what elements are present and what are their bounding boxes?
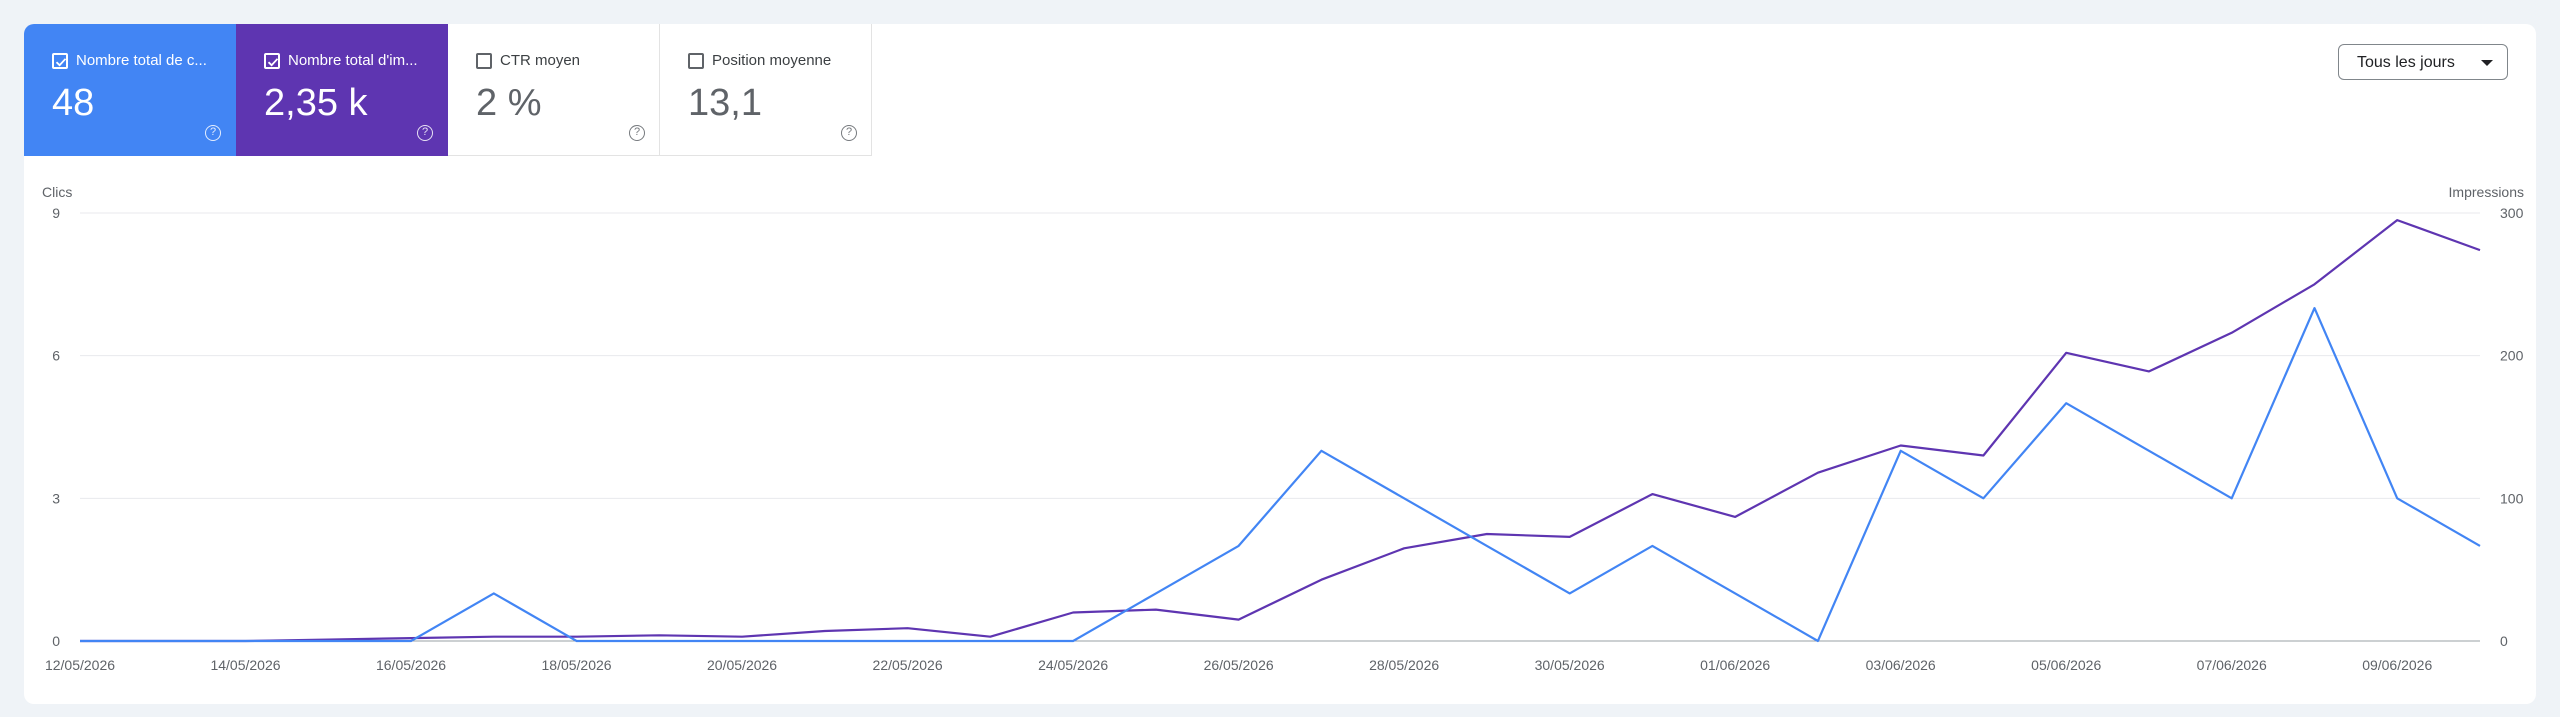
- help-icon[interactable]: ?: [629, 125, 645, 141]
- metric-value: 2,35 k: [264, 82, 368, 124]
- metric-total-impressions[interactable]: Nombre total d'im... 2,35 k ?: [236, 24, 448, 156]
- x-tick-label: 14/05/2026: [210, 657, 280, 673]
- x-tick-label: 28/05/2026: [1369, 657, 1439, 673]
- checkbox-unchecked-icon[interactable]: [688, 52, 704, 69]
- y-left-tick-label: 6: [52, 348, 60, 364]
- x-tick-label: 16/05/2026: [376, 657, 446, 673]
- y-right-tick-label: 300: [2500, 205, 2524, 221]
- x-tick-label: 30/05/2026: [1535, 657, 1605, 673]
- y-right-tick-label: 0: [2500, 633, 2508, 649]
- metric-total-clicks[interactable]: Nombre total de c... 48 ?: [24, 24, 236, 156]
- metric-value: 48: [52, 82, 95, 124]
- y-left-tick-label: 3: [52, 490, 60, 506]
- caret-down-icon: [2481, 60, 2493, 66]
- metric-label: Nombre total de c...: [76, 52, 207, 69]
- metric-average-ctr[interactable]: CTR moyen 2 % ?: [448, 24, 660, 156]
- help-icon[interactable]: ?: [841, 125, 857, 141]
- metric-label: CTR moyen: [500, 52, 581, 69]
- metric-label: Nombre total d'im...: [288, 52, 418, 69]
- y-left-axis-title: Clics: [42, 184, 72, 200]
- dropdown-label: Tous les jours: [2357, 54, 2455, 71]
- x-tick-label: 01/06/2026: [1700, 657, 1770, 673]
- y-right-axis-title: Impressions: [2449, 184, 2524, 200]
- help-icon[interactable]: ?: [417, 125, 433, 141]
- y-right-tick-label: 200: [2500, 348, 2524, 364]
- x-tick-label: 18/05/2026: [542, 657, 612, 673]
- x-tick-label: 05/06/2026: [2031, 657, 2101, 673]
- y-left-tick-label: 0: [52, 633, 60, 649]
- series-line-clicks: [80, 307, 2481, 643]
- metric-average-position[interactable]: Position moyenne 13,1 ?: [660, 24, 872, 156]
- performance-card: Nombre total de c... 48 ? Nombre total d…: [24, 24, 2536, 704]
- series-line-impressions: [80, 219, 2481, 643]
- checkbox-checked-icon[interactable]: [52, 52, 68, 69]
- performance-chart: Clics Impressions 0 0 3 100 6 200 9 300 12/05/2026…: [42, 184, 2524, 673]
- date-granularity-dropdown[interactable]: Tous les jours: [2338, 44, 2508, 80]
- x-tick-label: 12/05/2026: [45, 657, 115, 673]
- x-tick-label: 24/05/2026: [1038, 657, 1108, 673]
- x-tick-label: 26/05/2026: [1204, 657, 1274, 673]
- metric-label: Position moyenne: [712, 52, 832, 69]
- metric-value: 2 %: [476, 82, 542, 124]
- y-right-tick-label: 100: [2500, 490, 2524, 506]
- x-tick-label: 07/06/2026: [2197, 657, 2267, 673]
- x-tick-label: 20/05/2026: [707, 657, 777, 673]
- x-tick-label: 03/06/2026: [1866, 657, 1936, 673]
- checkbox-unchecked-icon[interactable]: [476, 52, 492, 69]
- help-icon[interactable]: ?: [205, 125, 221, 141]
- checkbox-checked-icon[interactable]: [264, 52, 280, 69]
- x-tick-label: 09/06/2026: [2362, 657, 2432, 673]
- x-tick-label: 22/05/2026: [873, 657, 943, 673]
- metric-tabs: Nombre total de c... 48 ? Nombre total d…: [24, 24, 872, 156]
- metric-value: 13,1: [688, 82, 762, 124]
- y-left-tick-label: 9: [52, 205, 60, 221]
